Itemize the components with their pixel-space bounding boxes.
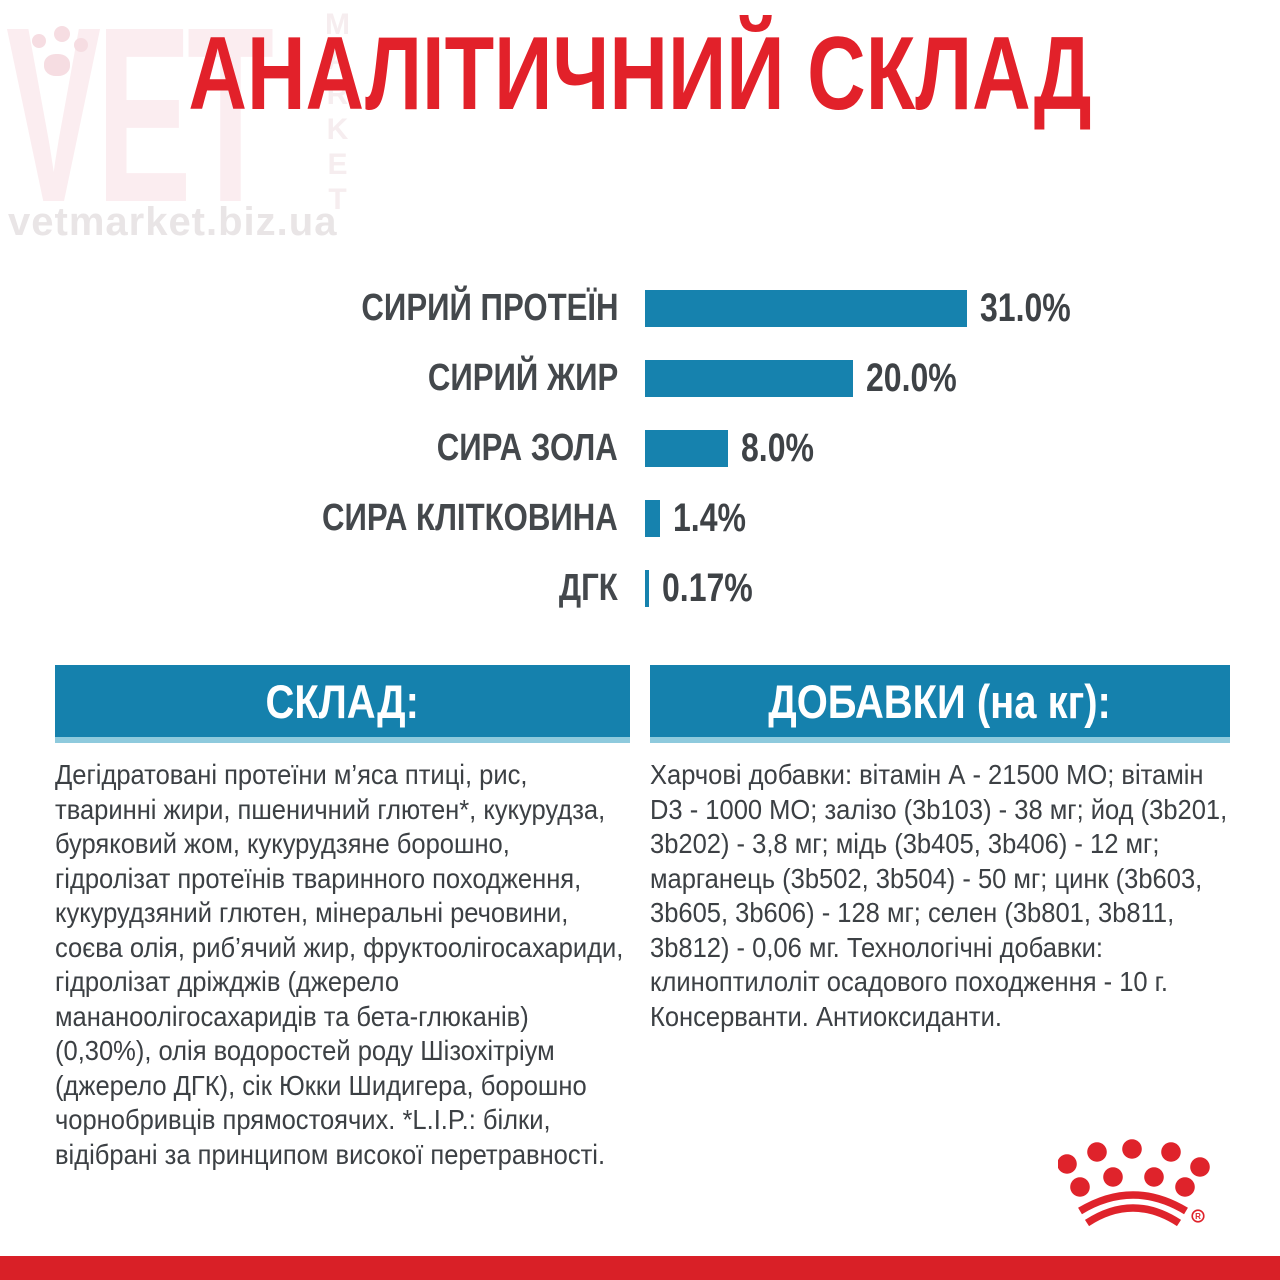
chart-bar: [645, 359, 853, 397]
chart-row: ДГК 0.17%: [0, 553, 1280, 623]
vet-watermark-logo: VET: [6, 0, 274, 254]
additives-text: Харчові добавки: вітамін А - 21500 МО; в…: [650, 759, 1228, 1032]
analytical-composition-chart: СИРИЙ ПРОТЕЇН 31.0% СИРИЙ ЖИР 20.0% СИРА ЗОЛ…: [0, 273, 1280, 623]
paw-print-icon: [28, 26, 98, 86]
svg-text:R: R: [1195, 1212, 1201, 1221]
chart-bar: [645, 429, 729, 467]
additives-section: ДОБАВКИ (на кг): Харчові добавки: вітамі…: [650, 665, 1230, 1034]
composition-text: Дегідратовані протеїни м’яса птиці, рис,…: [55, 759, 624, 1170]
chart-value-label: 1.4%: [672, 495, 746, 540]
chart-value-label: 31.0%: [980, 285, 1072, 330]
registered-trademark-icon: R: [1191, 1209, 1205, 1223]
composition-header: СКЛАД:: [55, 665, 630, 743]
market-watermark-vertical: MARKET: [321, 8, 354, 218]
bottom-red-strip: [0, 1256, 1280, 1280]
chart-row: СИРИЙ ПРОТЕЇН 31.0%: [0, 273, 1280, 343]
chart-bar: [645, 499, 660, 537]
additives-header: ДОБАВКИ (на кг):: [650, 665, 1230, 743]
chart-category-label: СИРИЙ ЖИР: [427, 356, 618, 399]
chart-row: СИРА ЗОЛА 8.0%: [0, 413, 1280, 483]
chart-category-label: СИРИЙ ПРОТЕЇН: [360, 286, 618, 329]
royal-canin-crown-icon: R: [1058, 1139, 1210, 1227]
chart-category-label: ДГК: [559, 566, 618, 609]
chart-category-label: СИРА ЗОЛА: [436, 426, 618, 469]
chart-value-label: 8.0%: [741, 425, 815, 470]
page-title: АНАЛІТИЧНИЙ СКЛАД: [188, 16, 1092, 132]
chart-value-label: 0.17%: [661, 565, 753, 610]
chart-row: СИРИЙ ЖИР 20.0%: [0, 343, 1280, 413]
watermark-site-url: vetmarket.biz.ua: [8, 200, 338, 244]
chart-category-label: СИРА КЛІТКОВИНА: [322, 496, 618, 539]
chart-row: СИРА КЛІТКОВИНА 1.4%: [0, 483, 1280, 553]
composition-section: СКЛАД: Дегідратовані протеїни м’яса птиц…: [55, 665, 630, 1172]
chart-value-label: 20.0%: [866, 355, 957, 400]
chart-bar: [645, 569, 649, 607]
chart-bar: [645, 289, 968, 327]
